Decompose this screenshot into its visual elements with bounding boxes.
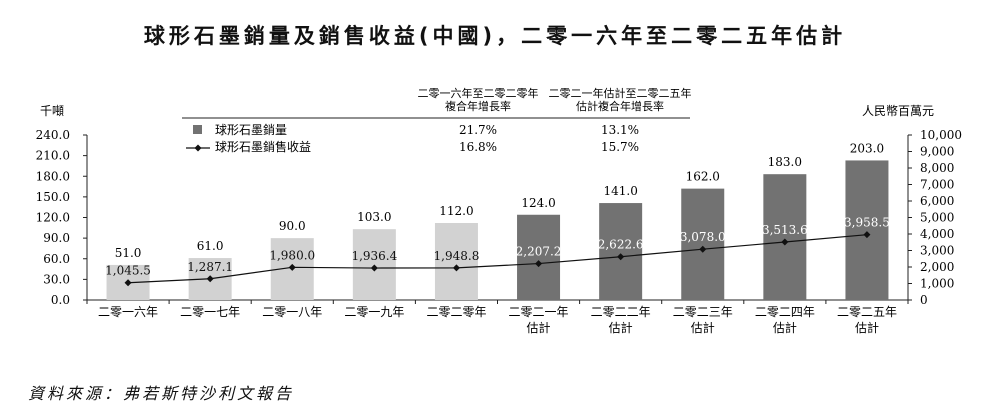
revenue-point-8 xyxy=(699,245,707,253)
bar-value-label: 103.0 xyxy=(357,210,391,224)
revenue-value-label: 2,622.6 xyxy=(598,238,644,252)
x-tick-label: 估計 xyxy=(773,320,797,335)
left-tick-label: 240.0 xyxy=(36,128,70,142)
left-tick-label: 120.0 xyxy=(36,211,70,225)
revenue-line xyxy=(128,234,868,284)
left-tick-label: 30.0 xyxy=(43,272,70,286)
x-tick-label: 二零一八年 xyxy=(262,305,322,319)
left-axis-label: 千噸 xyxy=(40,104,64,118)
x-tick-label: 估計 xyxy=(609,320,633,335)
chart-title: 球形石墨銷量及銷售收益(中國)，二零一六年至二零二五年估計 xyxy=(143,24,847,48)
bar-value-label: 61.0 xyxy=(197,239,224,253)
legend-cagr-fcst: 13.1% xyxy=(601,123,639,137)
x-tick-label: 二零二一年 xyxy=(509,305,569,319)
bar-value-label: 124.0 xyxy=(521,196,555,210)
right-tick-label: 4,000 xyxy=(920,227,954,241)
revenue-point-9 xyxy=(781,238,789,246)
legend-cagr-hist: 16.8% xyxy=(459,140,497,154)
right-tick-label: 0 xyxy=(920,293,928,307)
legend-column-header: 複合年增長率 xyxy=(445,99,511,113)
revenue-value-label: 3,513.6 xyxy=(762,223,808,237)
x-tick-label: 二零一六年 xyxy=(98,305,158,319)
revenue-value-label: 3,958.5 xyxy=(844,216,890,230)
revenue-point-1 xyxy=(124,279,132,287)
revenue-value-label: 2,207.2 xyxy=(516,245,562,259)
x-tick-label: 估計 xyxy=(855,320,879,335)
x-tick-label: 二零二二年 xyxy=(591,305,651,319)
legend-cagr-hist: 21.7% xyxy=(459,123,497,137)
right-tick-label: 2,000 xyxy=(920,260,954,274)
revenue-value-label: 3,078.0 xyxy=(680,230,726,244)
revenue-value-label: 1,948.8 xyxy=(434,249,480,263)
bar-value-label: 183.0 xyxy=(768,155,802,169)
x-tick-label: 二零二四年 xyxy=(755,305,815,319)
x-tick-label: 二零二三年 xyxy=(673,305,733,319)
legend-column-header: 估計複合年增長率 xyxy=(576,99,664,113)
bar-value-label: 162.0 xyxy=(686,170,720,184)
bar-5 xyxy=(434,223,478,300)
legend-line-marker xyxy=(194,144,202,152)
legend-series-name: 球形石墨銷售收益 xyxy=(215,139,311,154)
bar-7 xyxy=(599,203,643,300)
x-tick-label: 二零一九年 xyxy=(344,305,404,319)
left-tick-label: 210.0 xyxy=(36,149,70,163)
x-tick-label: 二零二零年 xyxy=(426,305,486,319)
left-tick-label: 180.0 xyxy=(36,169,70,183)
revenue-point-4 xyxy=(370,264,378,272)
x-tick-label: 估計 xyxy=(691,320,715,335)
right-axis-label: 人民幣百萬元 xyxy=(862,104,934,118)
right-tick-label: 10,000 xyxy=(920,128,962,142)
revenue-point-2 xyxy=(206,275,214,283)
left-tick-label: 60.0 xyxy=(43,252,70,266)
revenue-value-label: 1,287.1 xyxy=(187,260,233,274)
right-tick-label: 9,000 xyxy=(920,145,954,159)
revenue-point-10 xyxy=(863,231,871,239)
right-tick-label: 7,000 xyxy=(920,178,954,192)
right-tick-label: 1,000 xyxy=(920,277,954,291)
right-tick-label: 6,000 xyxy=(920,194,954,208)
bar-8 xyxy=(681,188,725,300)
legend-series-name: 球形石墨銷量 xyxy=(215,122,287,137)
legend-bar-swatch xyxy=(193,125,202,134)
bar-value-label: 141.0 xyxy=(603,184,637,198)
revenue-value-label: 1,980.0 xyxy=(269,248,315,262)
right-tick-label: 5,000 xyxy=(920,211,954,225)
x-tick-label: 估計 xyxy=(527,320,551,335)
bar-value-label: 90.0 xyxy=(279,219,306,233)
source-note: 資料來源：弗若斯特沙利文報告 xyxy=(28,384,295,403)
legend-cagr-fcst: 15.7% xyxy=(601,140,639,154)
right-tick-label: 3,000 xyxy=(920,244,954,258)
revenue-point-6 xyxy=(535,260,543,268)
left-tick-label: 90.0 xyxy=(43,231,70,245)
x-tick-label: 二零一七年 xyxy=(180,305,240,319)
bar-9 xyxy=(763,174,807,300)
legend-column-header: 二零一六年至二零二零年 xyxy=(418,86,539,100)
bar-value-label: 51.0 xyxy=(115,246,142,260)
bar-6 xyxy=(517,214,561,300)
bar-value-label: 112.0 xyxy=(439,204,473,218)
bar-value-label: 203.0 xyxy=(850,141,884,155)
left-tick-label: 0.0 xyxy=(51,293,70,307)
revenue-point-7 xyxy=(617,253,625,261)
revenue-value-label: 1,045.5 xyxy=(105,264,151,278)
bar-10 xyxy=(845,160,889,300)
left-tick-label: 150.0 xyxy=(36,190,70,204)
revenue-value-label: 1,936.4 xyxy=(351,249,397,263)
right-tick-label: 8,000 xyxy=(920,161,954,175)
x-tick-label: 二零二五年 xyxy=(837,305,897,319)
revenue-point-5 xyxy=(452,264,460,272)
revenue-point-3 xyxy=(288,263,296,271)
legend-column-header: 二零二一年估計至二零二五年 xyxy=(549,86,692,100)
